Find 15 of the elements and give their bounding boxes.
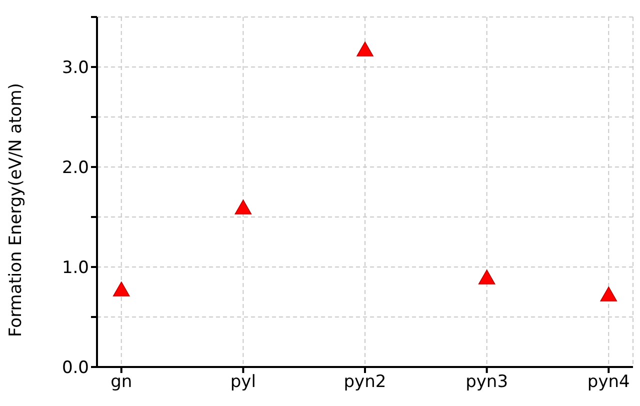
- x-tick-label: pyn2: [344, 372, 386, 392]
- y-tick-label: 2.0: [62, 158, 89, 178]
- point: [478, 270, 496, 284]
- y-tick-label: 3.0: [62, 58, 89, 78]
- x-tick-label: pyn4: [587, 372, 630, 392]
- x-tick-label: pyn3: [466, 372, 508, 392]
- x-tick-label: pyl: [230, 372, 256, 392]
- x-tick-label: gn: [110, 372, 132, 392]
- y-tick-label: 0.0: [62, 358, 89, 378]
- point: [234, 200, 252, 214]
- y-axis-title: Formation Energy(eV/N atom): [6, 83, 26, 337]
- point: [600, 286, 618, 302]
- y-tick-label: 1.0: [62, 258, 89, 278]
- point: [112, 282, 130, 296]
- point: [356, 42, 374, 56]
